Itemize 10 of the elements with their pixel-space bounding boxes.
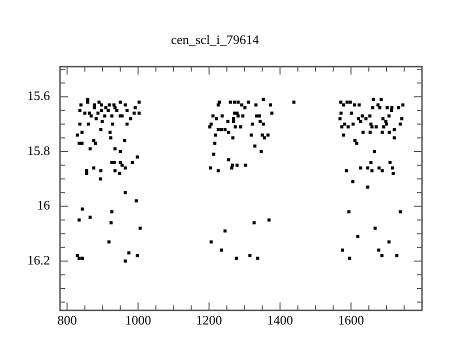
- x-tick-label: 1000: [125, 312, 152, 328]
- y-tick-label: 16.2: [27, 252, 50, 268]
- x-tick-label: 1400: [267, 312, 294, 328]
- y-tick-label: 15.6: [27, 88, 50, 104]
- x-tick-label: 1600: [338, 312, 364, 328]
- x-tick-label: 800: [57, 312, 77, 328]
- y-tick-label: 16: [37, 198, 50, 213]
- x-tick-label: 1200: [196, 312, 222, 328]
- y-tick-label: 15.8: [27, 142, 50, 158]
- chart-title: cen_scl_i_79614: [170, 32, 260, 48]
